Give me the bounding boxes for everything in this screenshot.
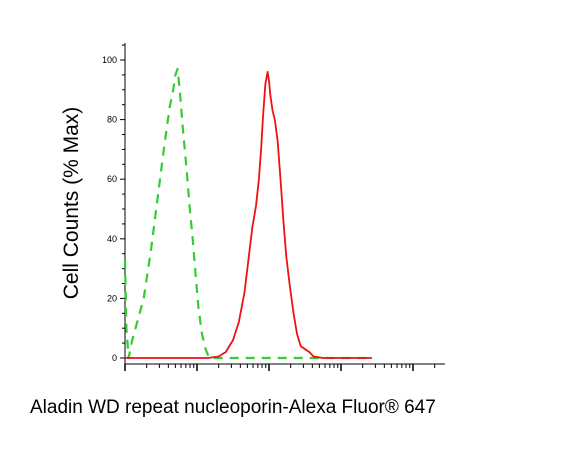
y-tick-label: 60 (107, 174, 117, 184)
series-layer (123, 67, 372, 360)
x-axis-ticks (124, 364, 436, 371)
y-tick-label: 0 (112, 353, 117, 363)
y-axis-title: Cell Counts (% Max) (60, 107, 83, 300)
series-line-2 (125, 71, 372, 359)
y-tick-label: 80 (107, 115, 117, 125)
y-tick-label: 100 (102, 55, 117, 65)
y-tick-label: 20 (107, 293, 117, 303)
y-axis-ticks: 0 20 40 60 80 100 (102, 44, 125, 363)
x-axis-title: Aladin WD repeat nucleoporin-Alexa Fluor… (30, 397, 436, 418)
y-tick-label: 40 (107, 234, 117, 244)
series-line-1 (123, 67, 372, 360)
